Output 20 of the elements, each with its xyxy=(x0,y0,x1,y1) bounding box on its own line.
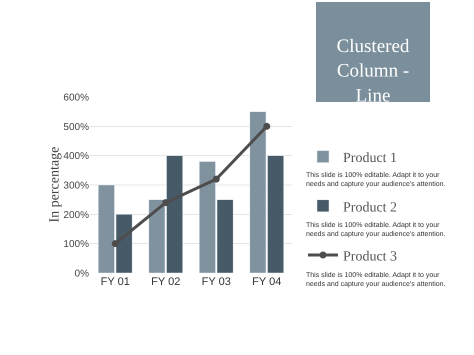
text: Clustered Column - Line xyxy=(336,36,410,106)
legend-label: Product 2 xyxy=(343,200,398,216)
y-tick-label: 600% xyxy=(63,92,90,104)
x-tick-label: FY 02 xyxy=(151,276,180,288)
x-tick-label: FY 03 xyxy=(202,276,231,288)
y-tick-label: 0% xyxy=(74,268,90,280)
y-tick-label: 200% xyxy=(63,210,90,221)
y-tick-label: 400% xyxy=(63,151,90,162)
legend-label: Product 3 xyxy=(343,249,398,264)
legend-label: Product 1 xyxy=(343,151,398,166)
x-tick-label: FY 04 xyxy=(252,276,282,288)
y-tick-label: 300% xyxy=(63,180,90,192)
point xyxy=(112,240,119,248)
point xyxy=(162,199,170,206)
y-tick-label: 100% xyxy=(63,239,90,250)
y-axis-title: In percentage xyxy=(48,146,62,222)
x-tick-label: FY 01 xyxy=(100,276,130,288)
point xyxy=(263,122,270,130)
point xyxy=(212,176,220,183)
y-tick-label: 500% xyxy=(63,122,90,133)
